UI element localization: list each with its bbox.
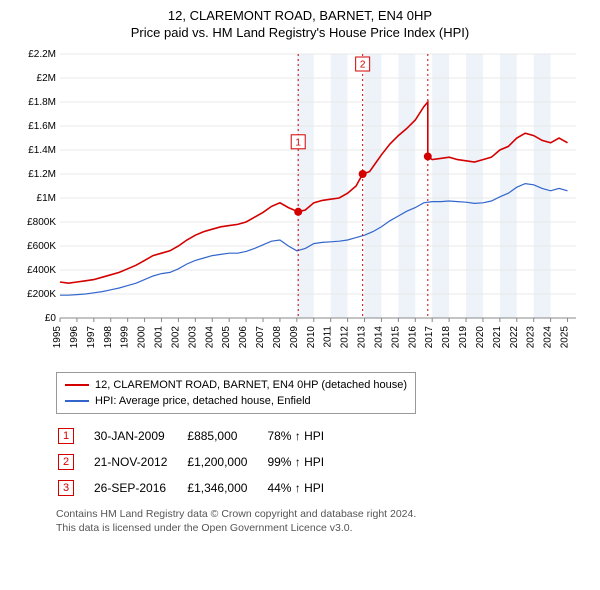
footnote-line2: This data is licensed under the Open Gov… <box>56 522 588 536</box>
title-block: 12, CLAREMONT ROAD, BARNET, EN4 0HP Pric… <box>12 8 588 40</box>
x-tick-label: 2006 <box>238 326 249 349</box>
x-tick-label: 2004 <box>204 326 215 349</box>
y-tick-label: £200K <box>27 289 56 300</box>
event-marker-cell: 2 <box>58 454 74 470</box>
event-date: 26-SEP-2016 <box>94 476 185 500</box>
event-price: £1,346,000 <box>187 476 265 500</box>
y-tick-label: £1.6M <box>28 121 56 132</box>
event-marker-cell: 1 <box>58 428 74 444</box>
shaded-band <box>500 54 517 318</box>
footnote-line1: Contains HM Land Registry data © Crown c… <box>56 508 588 522</box>
x-tick-label: 2017 <box>424 326 435 349</box>
x-tick-label: 2013 <box>357 326 368 349</box>
x-tick-label: 1996 <box>69 326 80 349</box>
x-tick-label: 2008 <box>272 326 283 349</box>
event-price: £885,000 <box>187 424 265 448</box>
x-tick-label: 2002 <box>170 326 181 349</box>
x-tick-label: 2010 <box>306 326 317 349</box>
legend-label: HPI: Average price, detached house, Enfi… <box>95 395 311 407</box>
legend-swatch <box>65 384 89 386</box>
x-tick-label: 2012 <box>340 326 351 349</box>
shaded-band <box>466 54 483 318</box>
event-point <box>424 152 432 160</box>
title-address: 12, CLAREMONT ROAD, BARNET, EN4 0HP <box>12 8 588 23</box>
x-tick-label: 2011 <box>323 326 334 348</box>
x-tick-label: 2001 <box>154 326 165 349</box>
event-marker-number: 1 <box>295 137 301 148</box>
x-tick-label: 2020 <box>475 326 486 349</box>
event-date: 21-NOV-2012 <box>94 450 185 474</box>
y-tick-label: £0 <box>45 313 57 324</box>
x-tick-label: 1999 <box>120 326 131 349</box>
y-tick-label: £800K <box>27 217 56 228</box>
x-tick-label: 2007 <box>255 326 266 349</box>
y-tick-label: £600K <box>27 241 56 252</box>
footnote: Contains HM Land Registry data © Crown c… <box>56 508 588 535</box>
x-tick-label: 2021 <box>492 326 503 349</box>
line-chart-svg: £0 £200K £400K £600K £800K £1M £1.2M £1.4M £1.6M… <box>12 46 588 366</box>
x-tick-label: 2025 <box>560 326 571 349</box>
event-delta: 44% ↑ HPI <box>267 476 342 500</box>
x-tick-label: 1995 <box>52 326 63 349</box>
event-marker-cell: 3 <box>58 480 74 496</box>
legend: 12, CLAREMONT ROAD, BARNET, EN4 0HP (det… <box>56 372 416 414</box>
legend-label: 12, CLAREMONT ROAD, BARNET, EN4 0HP (det… <box>95 379 407 391</box>
y-tick-label: £1M <box>37 193 56 204</box>
x-tick-label: 2000 <box>137 326 148 349</box>
y-tick-label: £2.2M <box>28 49 56 60</box>
legend-row: HPI: Average price, detached house, Enfi… <box>65 393 407 409</box>
event-point <box>359 170 367 178</box>
event-delta: 99% ↑ HPI <box>267 450 342 474</box>
x-tick-label: 1998 <box>103 326 114 349</box>
x-tick-label: 2014 <box>373 326 384 349</box>
events-table: 1 30-JAN-2009£885,00078% ↑ HPI 2 21-NOV-201… <box>56 422 344 502</box>
event-delta: 78% ↑ HPI <box>267 424 342 448</box>
event-point <box>294 208 302 216</box>
shaded-band <box>365 54 382 318</box>
event-marker-number: 2 <box>360 60 366 71</box>
table-row: 3 26-SEP-2016£1,346,00044% ↑ HPI <box>58 476 342 500</box>
x-tick-label: 1997 <box>86 326 97 349</box>
table-row: 1 30-JAN-2009£885,00078% ↑ HPI <box>58 424 342 448</box>
y-tick-label: £1.2M <box>28 169 56 180</box>
legend-swatch <box>65 400 89 402</box>
chart-container: 12, CLAREMONT ROAD, BARNET, EN4 0HP Pric… <box>0 0 600 543</box>
event-date: 30-JAN-2009 <box>94 424 185 448</box>
y-tick-label: £400K <box>27 265 56 276</box>
shaded-band <box>432 54 449 318</box>
x-tick-label: 2015 <box>390 326 401 349</box>
title-subtitle: Price paid vs. HM Land Registry's House … <box>12 25 588 40</box>
x-tick-label: 2003 <box>187 326 198 349</box>
x-tick-label: 2023 <box>526 326 537 349</box>
chart-area: £0 £200K £400K £600K £800K £1M £1.2M £1.4M £1.6M… <box>12 46 588 366</box>
table-row: 2 21-NOV-2012£1,200,00099% ↑ HPI <box>58 450 342 474</box>
legend-row: 12, CLAREMONT ROAD, BARNET, EN4 0HP (det… <box>65 377 407 393</box>
y-tick-label: £1.8M <box>28 97 56 108</box>
shaded-band <box>297 54 314 318</box>
x-tick-label: 2024 <box>543 326 554 349</box>
y-tick-label: £1.4M <box>28 145 56 156</box>
x-tick-label: 2009 <box>289 326 300 349</box>
x-tick-label: 2016 <box>407 326 418 349</box>
x-tick-label: 2022 <box>509 326 520 349</box>
x-tick-label: 2005 <box>221 326 232 349</box>
x-tick-label: 2019 <box>458 326 469 349</box>
y-tick-label: £2M <box>37 73 56 84</box>
shaded-band <box>398 54 415 318</box>
shaded-band <box>331 54 348 318</box>
event-price: £1,200,000 <box>187 450 265 474</box>
x-tick-label: 2018 <box>441 326 452 349</box>
